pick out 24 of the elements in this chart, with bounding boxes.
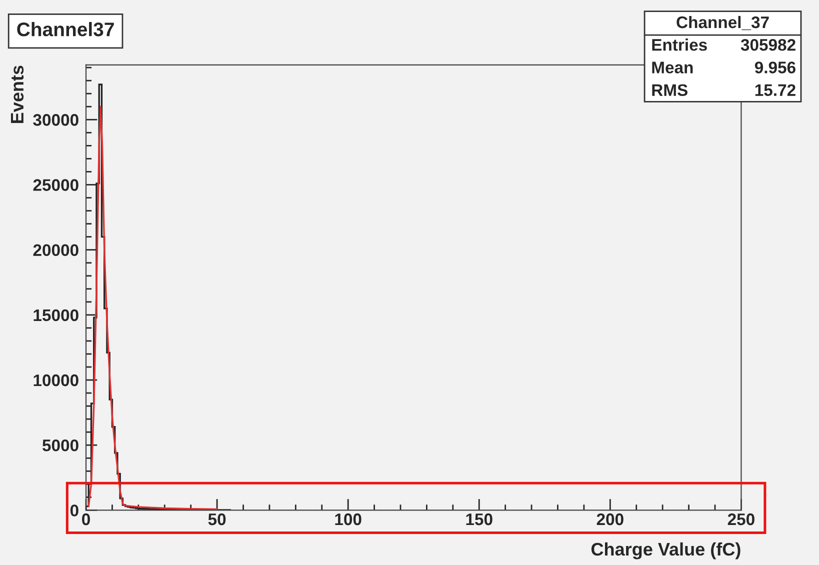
x-tick-label: 0	[82, 513, 90, 526]
text: 15.72	[755, 84, 796, 96]
chart-title: Channel37	[17, 22, 114, 36]
x-tick-label: 250	[728, 513, 754, 526]
y-tick-label: 0	[70, 504, 78, 516]
text: Entries	[652, 38, 707, 51]
x-tick-label: 50	[208, 513, 226, 526]
y-tick-label: 30000	[33, 114, 78, 126]
text: 305982	[740, 39, 796, 51]
text: 9.956	[754, 62, 796, 74]
y-tick-label: 25000	[33, 179, 78, 191]
x-axis-title: Charge Value (fC)	[591, 542, 740, 560]
y-tick-label: 10000	[34, 374, 78, 386]
x-tick-label: 100	[335, 513, 362, 526]
y-axis-title: Events	[10, 66, 24, 123]
y-tick-label: 20000	[33, 244, 78, 256]
annotation: RMS	[652, 84, 688, 96]
annotation: Mean	[652, 62, 693, 74]
text: Channel_37	[676, 16, 769, 30]
y-tick-label: 15000	[34, 309, 78, 322]
y-tick-label: 5000	[42, 440, 78, 452]
line-series	[88, 106, 218, 510]
x-tick-label: 150	[466, 513, 492, 526]
x-tick-label: 200	[596, 513, 624, 526]
